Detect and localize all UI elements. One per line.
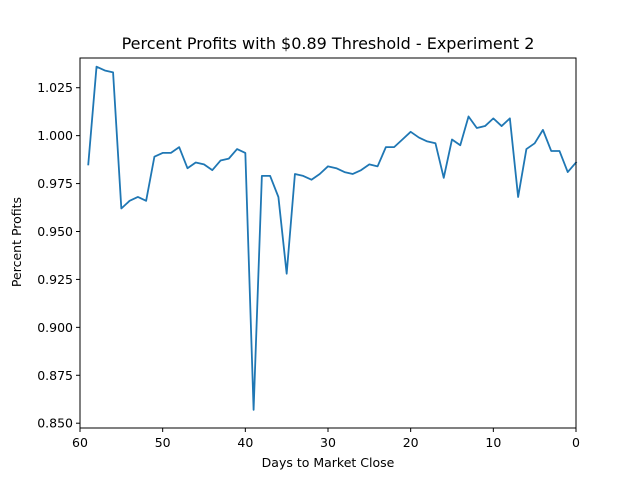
x-tick-label: 10 bbox=[485, 435, 501, 450]
x-axis-ticks: 60 50 40 30 20 10 0 bbox=[72, 428, 580, 450]
y-tick-label: 0.975 bbox=[37, 176, 73, 191]
y-tick-label: 0.850 bbox=[37, 416, 73, 431]
x-tick-label: 0 bbox=[572, 435, 580, 450]
y-axis-ticks: 0.850 0.875 0.900 0.925 0.950 0.975 1.000 1.025 bbox=[37, 80, 80, 431]
y-tick-label: 0.900 bbox=[37, 320, 73, 335]
axes-frame bbox=[79, 57, 577, 429]
x-tick-label: 50 bbox=[155, 435, 171, 450]
y-tick-label: 1.025 bbox=[37, 80, 73, 95]
x-tick-label: 60 bbox=[72, 435, 88, 450]
x-axis-label: Days to Market Close bbox=[262, 455, 395, 470]
x-tick-label: 40 bbox=[237, 435, 253, 450]
x-tick-label: 30 bbox=[320, 435, 336, 450]
y-tick-label: 0.875 bbox=[37, 368, 73, 383]
y-tick-label: 0.925 bbox=[37, 272, 73, 287]
x-tick-label: 20 bbox=[403, 435, 419, 450]
y-tick-label: 0.950 bbox=[37, 224, 73, 239]
chart-title: Percent Profits with $0.89 Threshold - E… bbox=[122, 34, 535, 53]
plot-area bbox=[79, 57, 578, 429]
y-tick-label: 1.000 bbox=[37, 128, 73, 143]
y-axis-label: Percent Profits bbox=[9, 197, 24, 287]
series-line-0 bbox=[87, 65, 578, 411]
